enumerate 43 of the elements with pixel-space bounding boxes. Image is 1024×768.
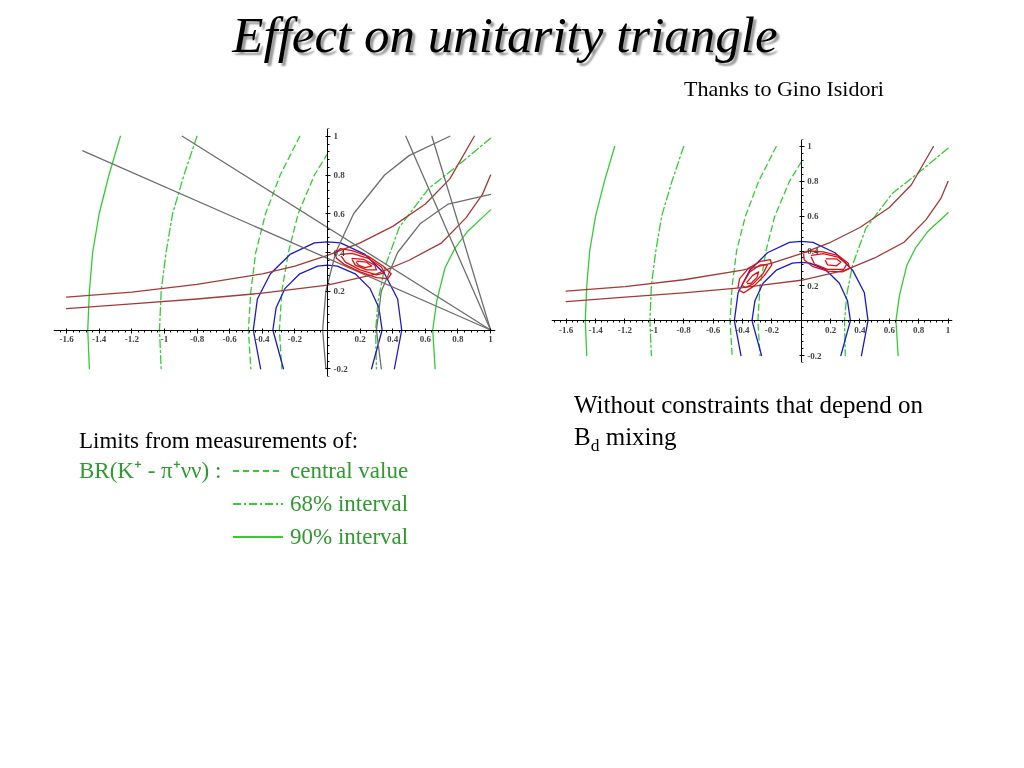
y-tick-label: 1 bbox=[333, 131, 339, 142]
chart-title: Effect on unitarity triangle bbox=[230, 6, 779, 64]
x-tick-label: -1.6 bbox=[59, 334, 75, 344]
x-tick-label: -1 bbox=[160, 334, 169, 344]
legend-label: central value bbox=[290, 458, 409, 484]
legend-label: 68% interval bbox=[290, 491, 409, 517]
text: Limits from measurements of: bbox=[79, 428, 360, 454]
x-tick-label: 1 bbox=[488, 334, 494, 344]
x-tick-label: 0.6 bbox=[883, 324, 896, 335]
x-tick-label: -0.6 bbox=[705, 324, 721, 335]
x-tick-label: 0.8 bbox=[913, 324, 925, 335]
x-tick-label: 0.8 bbox=[452, 334, 465, 344]
x-tick-label: -0.8 bbox=[189, 334, 205, 344]
y-tick-label: 1 bbox=[807, 141, 813, 152]
x-tick-label: -0.4 bbox=[255, 334, 270, 344]
chart-subtitle: Thanks to Gino Isidori bbox=[684, 76, 884, 102]
x-tick-label: 1 bbox=[945, 324, 951, 335]
text: Without constraints that depend on B$_{d}$ mixing bbox=[574, 390, 924, 455]
legend-title: BR(K⁺ - π⁺νν) : bbox=[79, 458, 222, 484]
x-tick-label: -1.2 bbox=[617, 324, 633, 335]
x-tick-label: -0.8 bbox=[676, 324, 692, 335]
x-tick-label: 0.6 bbox=[419, 334, 432, 344]
x-tick-label: 0.4 bbox=[387, 334, 399, 344]
x-tick-label: -0.2 bbox=[764, 324, 780, 335]
x-tick-label: 0.2 bbox=[354, 334, 367, 344]
x-tick-label: -1.4 bbox=[588, 324, 604, 335]
x-tick-label: -0.6 bbox=[222, 334, 238, 344]
x-tick-label: -1.6 bbox=[559, 324, 574, 335]
y-tick-label: -0.2 bbox=[333, 363, 349, 374]
y-tick-label: 0.2 bbox=[807, 280, 819, 291]
y-tick-label: 0.8 bbox=[333, 170, 346, 180]
y-tick-label: 0.6 bbox=[333, 208, 346, 219]
y-tick-label: 0.6 bbox=[807, 211, 819, 222]
x-tick-label: -1 bbox=[650, 324, 659, 335]
y-tick-label: 0.8 bbox=[807, 176, 819, 187]
x-tick-label: -0.2 bbox=[287, 334, 303, 344]
y-tick-label: -0.2 bbox=[807, 350, 822, 361]
x-tick-label: -1.4 bbox=[92, 334, 107, 344]
x-tick-label: -1.2 bbox=[124, 334, 140, 344]
x-tick-label: 0.2 bbox=[824, 324, 837, 335]
legend-label: 90% interval bbox=[290, 524, 409, 550]
y-tick-label: 0.2 bbox=[333, 286, 346, 297]
x-tick-label: 0.4 bbox=[854, 324, 867, 335]
